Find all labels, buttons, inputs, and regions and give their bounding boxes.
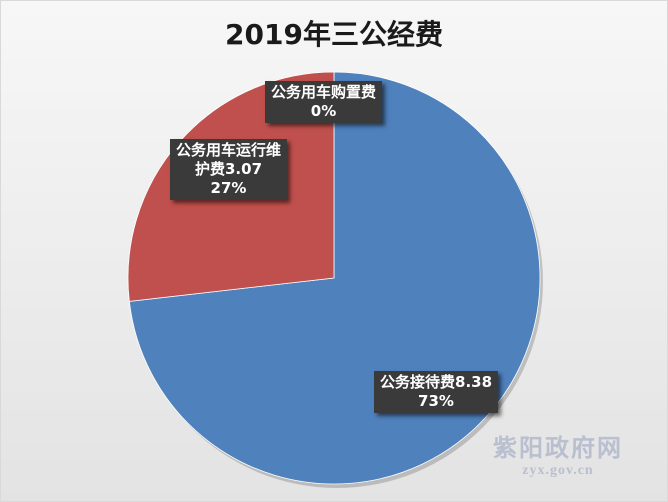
data-label-maintenance-percent: 27% [210, 179, 247, 197]
chart-title: 2019年三公经费 [225, 18, 443, 51]
data-label-purchase: 公务用车购置费 0% [265, 81, 383, 123]
data-label-maintenance-name-line2: 护费3.07 [195, 160, 263, 178]
data-label-maintenance: 公务用车运行维 护费3.07 27% [170, 139, 288, 200]
data-label-reception: 公务接待费8.38 73% [374, 371, 499, 413]
data-label-reception-name: 公务接待费8.38 [380, 373, 493, 391]
pie-slices [127, 71, 543, 488]
data-label-maintenance-name-line1: 公务用车运行维 [176, 141, 282, 159]
data-label-purchase-percent: 0% [310, 102, 337, 120]
data-label-purchase-name: 公务用车购置费 [271, 83, 377, 101]
data-label-reception-percent: 73% [418, 392, 454, 410]
